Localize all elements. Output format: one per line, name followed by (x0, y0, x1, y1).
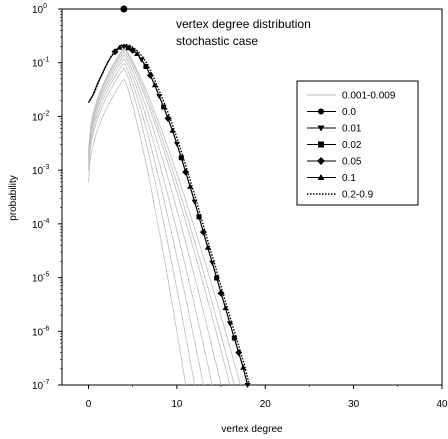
marker-triangle-down (173, 141, 180, 147)
y-tick-label: 100 (32, 3, 47, 16)
gray-curve (88, 47, 241, 386)
marker-diamond (182, 168, 190, 176)
marker-diamond (235, 349, 243, 357)
marker-triangle-up (169, 127, 176, 133)
marker-square (143, 64, 149, 70)
marker-diamond (199, 228, 207, 236)
x-tick-label: 30 (348, 399, 360, 410)
marker-triangle-up (151, 82, 158, 88)
legend-item: 0.001-0.009 (307, 91, 396, 102)
marker-diamond (111, 48, 119, 56)
legend-label: 0.05 (342, 157, 362, 168)
legend: 0.001-0.009 0.0 0.01 0.02 0.05 0.1 0.2-0.9 (296, 80, 419, 206)
legend-label: 0.2-0.9 (342, 190, 374, 201)
gray-curve (88, 51, 231, 386)
legend-item: 0.1 (307, 173, 356, 184)
marker-diamond (129, 46, 137, 54)
legend-item: 0.01 (307, 124, 362, 135)
y-axis: 100 10-1 10-2 10-3 10-4 10-5 10-6 10-7 (32, 3, 62, 392)
marker-square (161, 104, 167, 110)
marker-triangle-down (138, 57, 145, 63)
marker-triangle-up (204, 244, 211, 250)
gray-curve (88, 58, 213, 386)
legend-label: 0.1 (342, 173, 356, 184)
marker-triangle-up (116, 44, 123, 50)
legend-rows: 0.001-0.009 0.0 0.01 0.02 0.05 0.1 0.2-0.9 (307, 91, 396, 201)
legend-item: 0.02 (307, 140, 362, 151)
x-tick-label: 20 (260, 399, 272, 410)
gray-curve (88, 49, 235, 386)
legend-marker-square (318, 141, 324, 148)
marker-triangle-up (240, 364, 247, 370)
y-tick-label: 10-6 (32, 325, 49, 338)
marker-triangle-down (191, 199, 198, 205)
marker-triangle-down (209, 260, 216, 266)
marker-diamond (217, 289, 225, 297)
gray-curve (88, 67, 195, 386)
marker-diamond (164, 114, 172, 122)
gray-curve (88, 54, 222, 386)
series-0.2-0.9-line (89, 43, 250, 383)
legend-box (296, 80, 419, 206)
legend-marker-triangle-down (317, 125, 325, 132)
y-tick-label: 10-3 (32, 164, 49, 177)
x-tick-label: 10 (171, 399, 183, 410)
legend-label: 0.0 (342, 107, 356, 118)
x-tick-label: 0 (86, 399, 92, 410)
x-tick-label: 40 (436, 399, 448, 410)
marker-triangle-down (120, 44, 127, 50)
annotation-line-2: stochastic case (176, 34, 258, 48)
marker-square (125, 45, 131, 51)
marker-triangle-down (156, 94, 163, 100)
annotation-line-1: vertex degree distribution (176, 17, 311, 31)
legend-item: 0.2-0.9 (307, 190, 374, 201)
legend-label: 0.02 (342, 140, 362, 151)
marker-triangle-up (134, 51, 141, 57)
legend-item: 0.05 (307, 157, 362, 168)
marks (111, 5, 251, 388)
marker-triangle-up (222, 305, 229, 311)
gray-curve (88, 63, 204, 386)
legend-marker-triangle-up (317, 174, 325, 180)
marker-diamond (146, 71, 154, 79)
legend-label: 0.001-0.009 (342, 91, 396, 102)
y-tick-label: 10-1 (32, 57, 49, 70)
marker-triangle-down (244, 383, 251, 388)
legend-marker-diamond (317, 157, 325, 165)
legend-item: 0.0 (307, 107, 356, 118)
y-tick-label: 10-2 (32, 110, 49, 123)
marker-square (214, 275, 220, 281)
legend-label: 0.01 (342, 124, 362, 135)
legend-marker-circle (318, 108, 324, 115)
curves (87, 43, 250, 386)
marker-triangle-down (226, 321, 233, 327)
y-axis-title: probability (8, 175, 19, 221)
y-tick-label: 10-4 (32, 218, 49, 231)
marker-square (231, 335, 237, 341)
marker-square (178, 155, 184, 161)
series-0.0-point (120, 5, 128, 13)
marker-triangle-up (187, 183, 194, 189)
y-tick-label: 10-5 (32, 272, 49, 285)
marker-square (196, 214, 202, 220)
gray-curve (88, 78, 187, 386)
x-axis-title: vertex degree (221, 424, 283, 435)
x-axis: 0 10 20 30 40 (86, 385, 448, 410)
plot-frame (61, 8, 443, 386)
y-tick-label: 10-7 (32, 379, 49, 392)
